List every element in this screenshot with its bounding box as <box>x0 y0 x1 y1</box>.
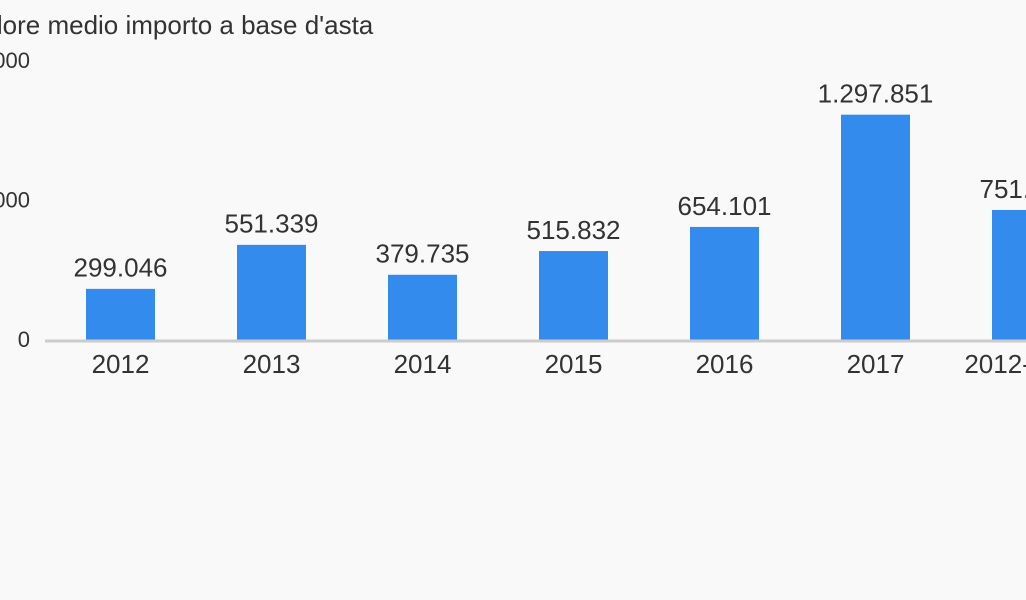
bar <box>690 226 759 341</box>
value-label: 654.101 <box>678 191 772 221</box>
y-tick-label: 800.000 <box>0 187 30 212</box>
x-tick-label: 2012 <box>92 349 150 379</box>
x-tick-label: 2012-2017 <box>964 349 1026 379</box>
value-label: 751.400 <box>980 174 1026 204</box>
value-label: 551.339 <box>225 209 319 239</box>
value-label: 515.832 <box>527 215 621 245</box>
value-label: 379.735 <box>376 239 470 269</box>
x-tick-label: 2015 <box>545 349 603 379</box>
chart-title: Valore medio importo a base d'asta <box>0 10 374 40</box>
bar <box>992 209 1026 341</box>
value-label: 1.297.851 <box>818 79 934 109</box>
bar <box>539 251 608 341</box>
y-tick-label: 0 <box>18 327 30 352</box>
x-tick-label: 2017 <box>847 349 905 379</box>
x-tick-label: 2013 <box>243 349 301 379</box>
y-tick-label: 1.600.000 <box>0 48 30 73</box>
bar <box>388 274 457 341</box>
x-tick-label: 2014 <box>394 349 452 379</box>
bar <box>237 244 306 341</box>
value-label: 299.046 <box>74 253 168 283</box>
bar <box>841 114 910 342</box>
x-tick-label: 2016 <box>696 349 754 379</box>
bar <box>86 288 155 341</box>
